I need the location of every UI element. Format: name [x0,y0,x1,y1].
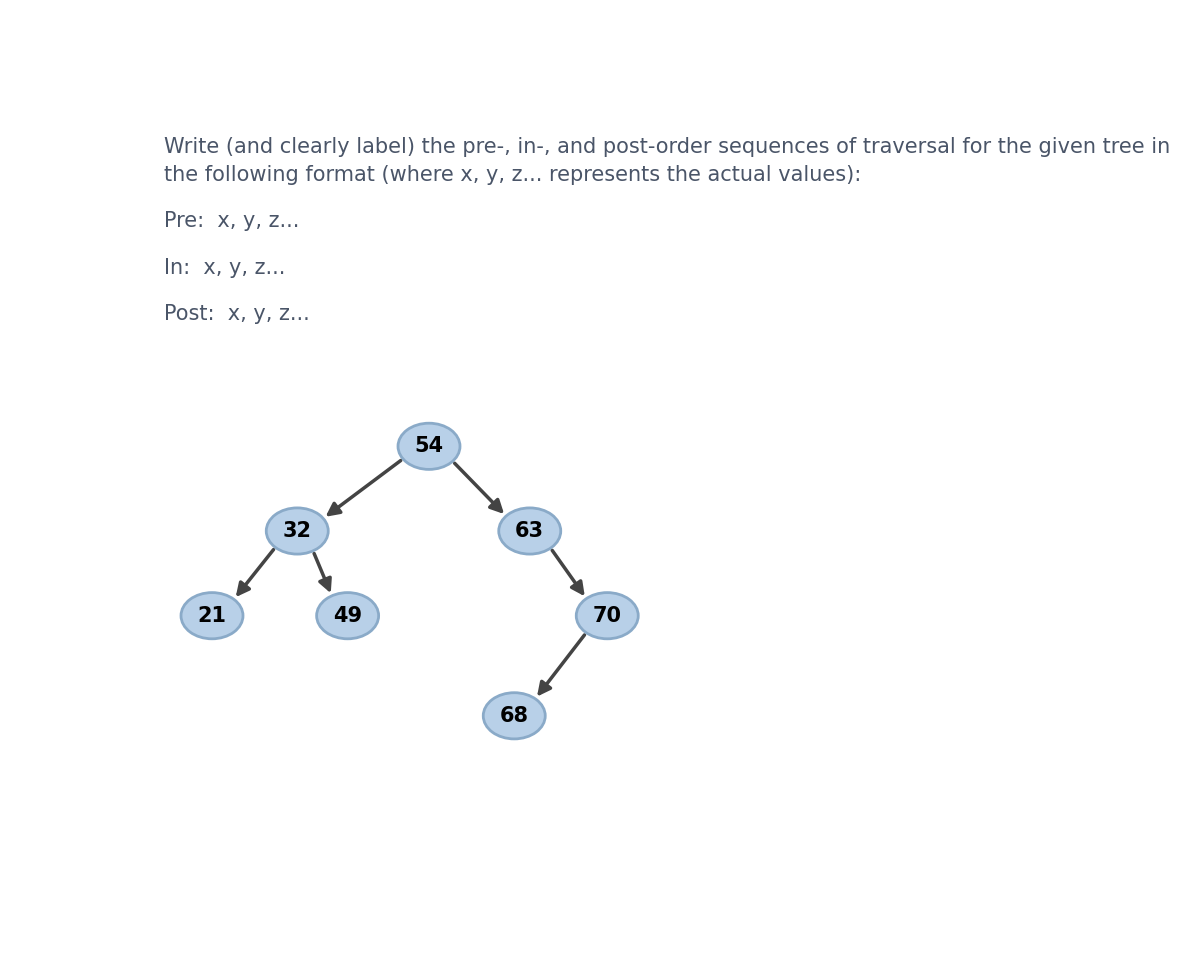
Ellipse shape [317,592,379,638]
Text: 68: 68 [499,706,529,726]
Ellipse shape [484,693,545,739]
Ellipse shape [499,508,560,554]
Text: 49: 49 [334,606,362,626]
Text: Write (and clearly label) the pre-, in-, and post-order sequences of traversal f: Write (and clearly label) the pre-, in-,… [164,136,1170,156]
Text: 54: 54 [414,436,444,456]
Ellipse shape [576,592,638,638]
Text: the following format (where x, y, z... represents the actual values):: the following format (where x, y, z... r… [164,165,862,185]
Text: 21: 21 [198,606,227,626]
Ellipse shape [181,592,242,638]
Text: Post:  x, y, z...: Post: x, y, z... [164,304,310,324]
Ellipse shape [266,508,329,554]
Ellipse shape [398,423,460,469]
Text: 70: 70 [593,606,622,626]
Text: Pre:  x, y, z...: Pre: x, y, z... [164,211,299,231]
Text: In:  x, y, z...: In: x, y, z... [164,257,286,277]
Text: 63: 63 [515,521,545,541]
Text: 32: 32 [283,521,312,541]
